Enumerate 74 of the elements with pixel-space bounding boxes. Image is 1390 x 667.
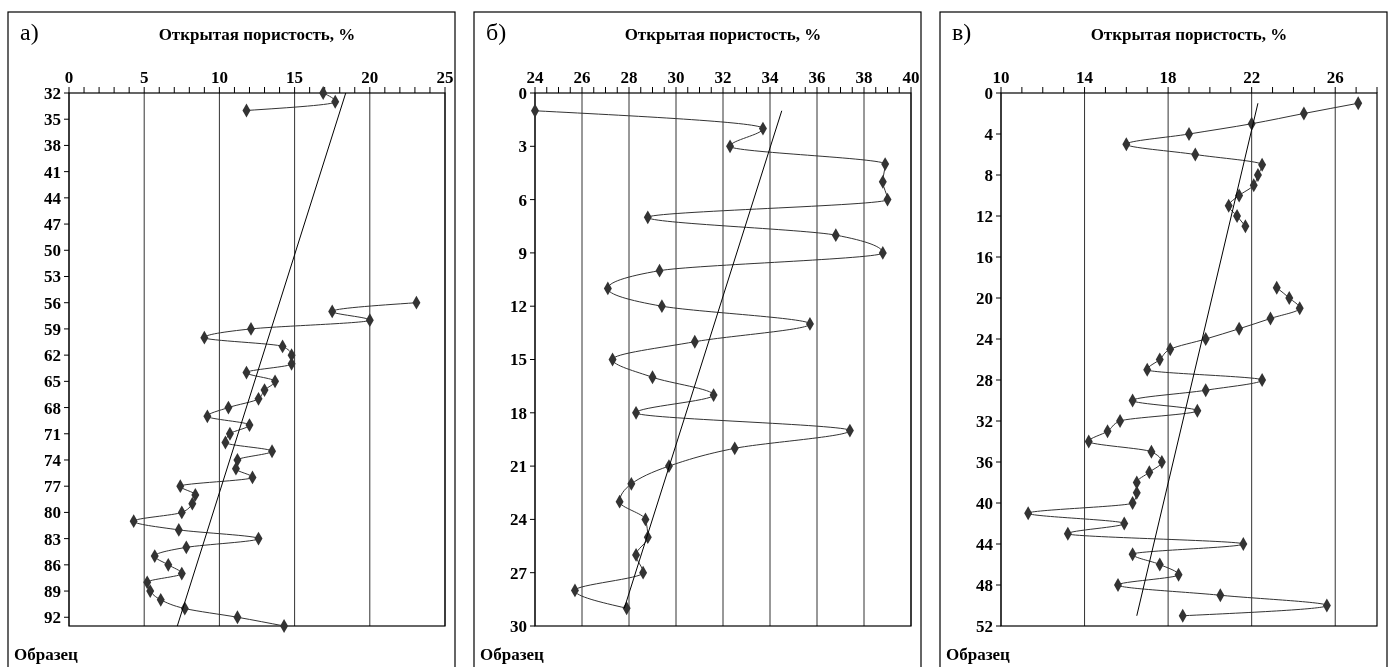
y-axis-title: Образец xyxy=(14,645,79,664)
y-tick-label: 74 xyxy=(44,450,62,470)
y-tick-label: 36 xyxy=(976,452,993,472)
y-tick-label: 38 xyxy=(44,136,61,156)
y-axis-title: Образец xyxy=(946,645,1011,664)
x-tick-label: 20 xyxy=(361,68,379,87)
y-tick-label: 68 xyxy=(44,398,61,418)
x-tick-label: 30 xyxy=(667,68,685,87)
chart-title: б) xyxy=(486,19,507,45)
y-tick-label: 52 xyxy=(976,616,993,636)
x-tick-label: 34 xyxy=(761,68,779,87)
y-tick-label: 44 xyxy=(44,188,62,208)
y-tick-label: 48 xyxy=(976,575,993,595)
y-tick-label: 56 xyxy=(44,293,61,313)
y-tick-label: 77 xyxy=(44,477,62,497)
y-tick-label: 32 xyxy=(44,83,61,103)
x-tick-label: 28 xyxy=(620,68,638,87)
x-axis-title: Открытая пористость, % xyxy=(624,25,822,44)
x-tick-label: 38 xyxy=(855,68,873,87)
x-tick-label: 14 xyxy=(1076,68,1094,87)
y-tick-label: 35 xyxy=(44,110,61,130)
y-tick-label: 44 xyxy=(976,534,994,554)
x-tick-label: 22 xyxy=(1243,68,1261,87)
y-tick-label: 28 xyxy=(976,370,993,390)
y-tick-label: 21 xyxy=(510,457,527,477)
y-tick-label: 92 xyxy=(44,608,61,628)
y-tick-label: 8 xyxy=(984,165,993,185)
y-tick-label: 16 xyxy=(976,247,993,267)
y-tick-label: 24 xyxy=(510,510,528,530)
y-axis-title: Образец xyxy=(480,645,545,664)
chart-title: в) xyxy=(952,19,972,45)
y-tick-label: 20 xyxy=(976,288,993,308)
x-tick-label: 5 xyxy=(139,68,149,87)
y-tick-label: 18 xyxy=(510,403,527,423)
y-tick-label: 4 xyxy=(984,124,994,144)
y-tick-label: 71 xyxy=(44,424,61,444)
x-tick-label: 26 xyxy=(573,68,591,87)
y-tick-label: 86 xyxy=(44,555,61,575)
y-tick-label: 12 xyxy=(976,206,993,226)
x-tick-label: 10 xyxy=(992,68,1010,87)
x-axis-title: Открытая пористость, % xyxy=(1090,25,1288,44)
y-tick-label: 15 xyxy=(510,350,527,370)
chart-title: а) xyxy=(20,19,39,45)
y-tick-label: 50 xyxy=(44,241,61,261)
x-tick-label: 40 xyxy=(902,68,920,87)
y-tick-label: 0 xyxy=(984,83,993,103)
x-tick-label: 18 xyxy=(1159,68,1177,87)
x-tick-label: 10 xyxy=(210,68,228,87)
y-tick-label: 53 xyxy=(44,267,61,287)
y-tick-label: 59 xyxy=(44,319,61,339)
y-tick-label: 0 xyxy=(518,83,527,103)
y-tick-label: 27 xyxy=(510,563,528,583)
y-tick-label: 62 xyxy=(44,346,61,366)
y-tick-label: 41 xyxy=(44,162,61,182)
y-tick-label: 65 xyxy=(44,372,61,392)
y-tick-label: 89 xyxy=(44,582,61,601)
x-tick-label: 25 xyxy=(436,68,454,87)
x-axis-title: Открытая пористость, % xyxy=(158,25,356,44)
y-tick-label: 12 xyxy=(510,297,527,317)
y-tick-label: 3 xyxy=(518,137,527,157)
x-tick-label: 26 xyxy=(1326,68,1344,87)
x-tick-label: 32 xyxy=(714,68,732,87)
y-tick-label: 80 xyxy=(44,503,61,523)
y-tick-label: 32 xyxy=(976,411,993,431)
y-tick-label: 6 xyxy=(518,190,527,210)
y-tick-label: 30 xyxy=(510,616,527,636)
y-tick-label: 9 xyxy=(518,243,527,263)
x-tick-label: 36 xyxy=(808,68,826,87)
y-tick-label: 40 xyxy=(976,493,993,513)
y-tick-label: 24 xyxy=(976,329,994,349)
y-tick-label: 47 xyxy=(44,215,62,235)
x-tick-label: 0 xyxy=(64,68,74,87)
x-tick-label: 15 xyxy=(286,68,304,87)
y-tick-label: 83 xyxy=(44,529,61,549)
